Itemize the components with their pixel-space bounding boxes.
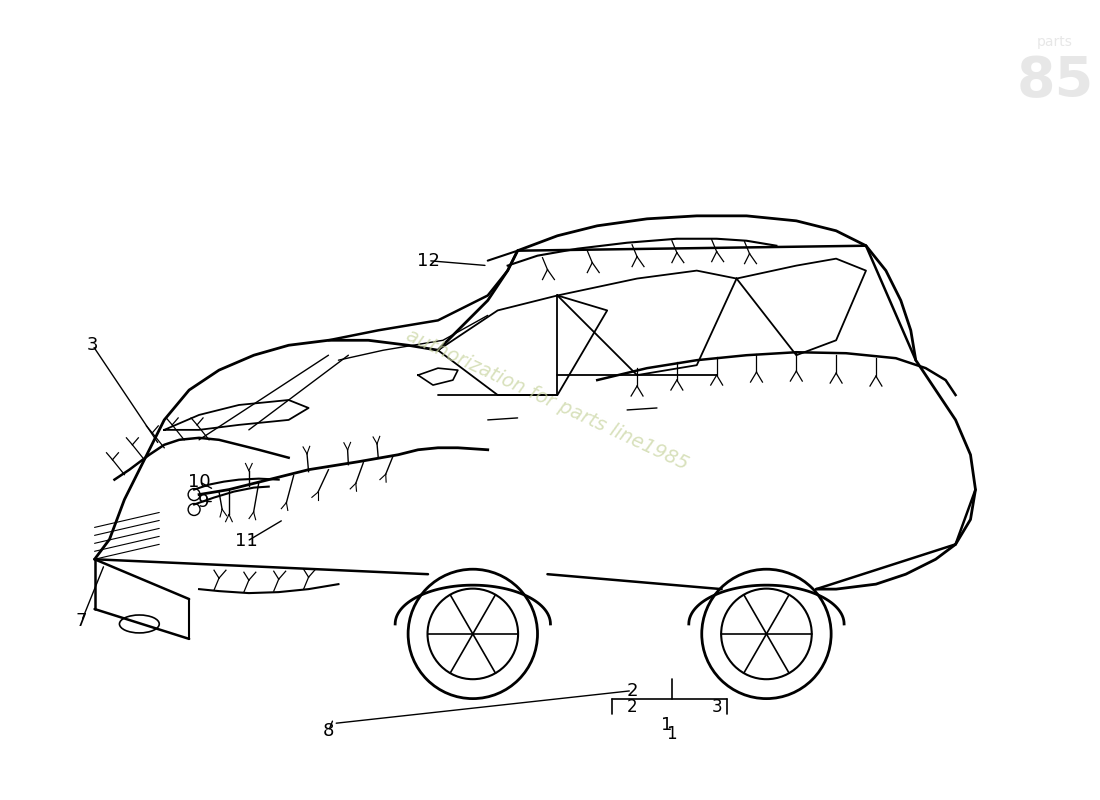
Text: 1: 1 — [667, 726, 678, 743]
Text: 85: 85 — [1016, 54, 1093, 109]
Text: 11: 11 — [235, 532, 258, 550]
Text: authorization for parts line1985: authorization for parts line1985 — [404, 326, 692, 474]
Text: 7: 7 — [76, 612, 87, 630]
Text: 8: 8 — [322, 722, 334, 741]
Text: 10: 10 — [188, 473, 210, 490]
Text: 12: 12 — [417, 252, 440, 270]
Text: 9: 9 — [198, 493, 210, 510]
Text: 2: 2 — [626, 682, 638, 700]
Text: 1: 1 — [661, 717, 672, 734]
Text: 2: 2 — [627, 698, 637, 715]
Text: 3: 3 — [712, 698, 722, 715]
Text: 3: 3 — [87, 336, 98, 354]
Text: parts: parts — [1037, 34, 1072, 49]
